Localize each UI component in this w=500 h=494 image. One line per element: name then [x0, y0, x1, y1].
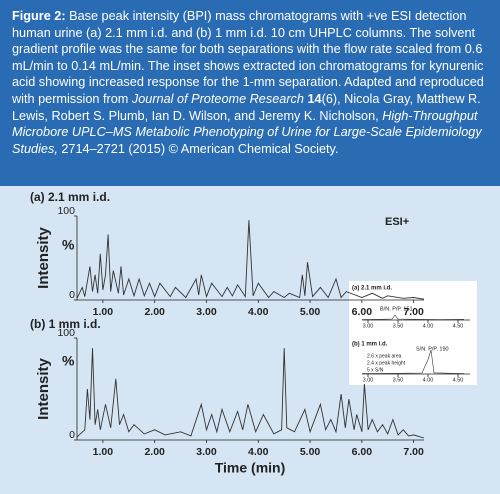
x-axis-label: Time (min) [215, 460, 286, 476]
x-tick-label: 1.00 [93, 446, 114, 458]
panel-title: (b) 1 mm i.d. [30, 317, 101, 331]
x-tick-label: 4.00 [423, 377, 434, 383]
caption-text: Base peak intensity (BPI) mass chromatog… [12, 9, 484, 106]
chromatogram-trace [361, 314, 465, 320]
paper-title: High-Throughput Microbore UPLC–MS Metabo… [12, 108, 482, 156]
annotation: S/N. P/P. 190 [416, 346, 449, 352]
x-tick-label: 2.00 [144, 306, 165, 318]
x-tick-label: 3.00 [196, 446, 217, 458]
panel-title: (a) 2.1 mm i.d. [352, 286, 392, 292]
x-tick-label: 3.00 [363, 323, 374, 329]
x-tick-label: 4.00 [248, 446, 269, 458]
y-tick-label: 0 [69, 429, 75, 441]
panel-title: (b) 1 mm i.d. [352, 342, 388, 348]
x-tick-label: 5.00 [300, 306, 321, 318]
inset-background [349, 281, 477, 385]
annotation: % [62, 353, 75, 369]
volume: 14 [307, 91, 322, 106]
annotation: % [62, 237, 75, 253]
figure-caption: Figure 2: Base peak intensity (BPI) mass… [0, 0, 500, 186]
annotation: 2.6 x peak area [367, 353, 402, 359]
panel-title: (a) 2.1 mm i.d. [30, 190, 110, 204]
x-tick-label: 4.50 [453, 323, 464, 329]
annotation: B/N. P/P. 151 [380, 306, 413, 312]
chromatogram-trace [361, 349, 465, 374]
y-axis-label: Intensity [35, 227, 52, 289]
annotation: 2.4 x peak height [367, 360, 406, 366]
x-tick-label: 3.00 [196, 306, 217, 318]
x-tick-label: 7.00 [403, 446, 424, 458]
x-tick-label: 3.00 [363, 377, 374, 383]
x-tick-label: 1.00 [93, 306, 114, 318]
caption-label: Figure 2: [12, 9, 66, 23]
x-tick-label: 6.00 [352, 306, 373, 318]
x-tick-label: 3.50 [393, 377, 404, 383]
y-tick-label: 100 [57, 205, 75, 217]
y-tick-label: 100 [57, 327, 75, 339]
x-tick-label: 4.00 [423, 323, 434, 329]
chromatogram-trace [76, 220, 425, 300]
annotation: 5 x S/N [367, 367, 384, 373]
x-tick-label: 4.00 [248, 306, 269, 318]
journal: Journal of Proteome Research [131, 91, 304, 106]
chromatogram-trace [76, 348, 425, 439]
caption-text: 2714–2721 (2015) © American Chemical Soc… [61, 141, 339, 156]
y-tick-label: 0 [69, 289, 75, 301]
x-tick-label: 3.50 [393, 323, 404, 329]
annotation: ESI+ [385, 216, 409, 228]
x-tick-label: 6.00 [352, 446, 373, 458]
y-axis-label: Intensity [35, 358, 52, 420]
x-tick-label: 4.50 [453, 377, 464, 383]
caption-text: (6), Nicola Gray, Matthew R. Lewis, Robe… [12, 91, 481, 123]
x-tick-label: 2.00 [144, 446, 165, 458]
x-tick-label: 5.00 [300, 446, 321, 458]
x-tick-label: 7.00 [403, 306, 424, 318]
